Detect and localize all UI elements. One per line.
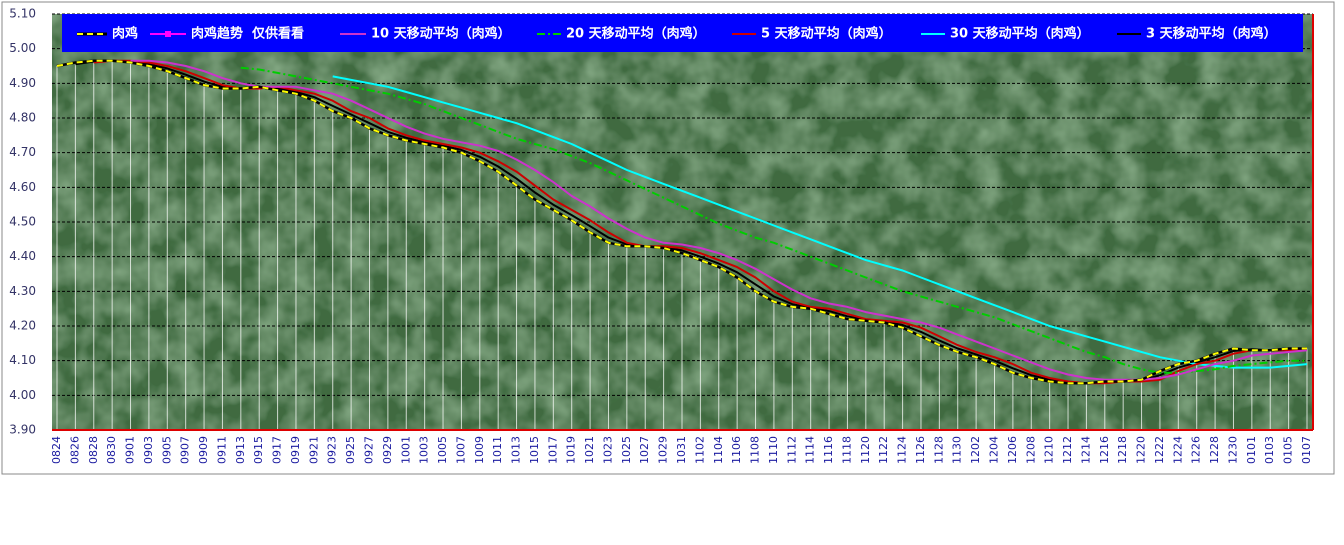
legend-label: 30 天移动平均（肉鸡） — [950, 26, 1090, 42]
x-tick-label: 1202 — [969, 436, 982, 464]
y-tick-label: 4.60 — [9, 180, 36, 194]
x-tick-label: 1218 — [1116, 436, 1129, 464]
x-tick-label: 1001 — [399, 436, 412, 464]
legend-label: 肉鸡 — [112, 26, 138, 42]
x-tick-label: 1112 — [785, 436, 798, 464]
x-tick-label: 0826 — [68, 436, 81, 464]
y-tick-label: 4.40 — [9, 249, 36, 263]
x-tick-label: 1005 — [436, 436, 449, 464]
x-tick-label: 1120 — [859, 436, 872, 464]
x-tick-label: 0913 — [234, 436, 247, 464]
x-tick-label: 1128 — [932, 436, 945, 464]
x-tick-label: 0929 — [381, 436, 394, 464]
x-tick-label: 1228 — [1208, 436, 1221, 464]
x-tick-label: 1226 — [1190, 436, 1203, 464]
legend-label: 10 天移动平均（肉鸡） — [371, 26, 511, 42]
x-tick-label: 0915 — [252, 436, 265, 464]
x-tick-label: 1130 — [951, 436, 964, 464]
series-line — [240, 66, 1307, 374]
x-tick-label: 0917 — [271, 436, 284, 464]
x-tick-label: 0919 — [289, 436, 302, 464]
x-tick-label: 1031 — [675, 436, 688, 464]
x-tick-label: 0925 — [344, 436, 357, 464]
x-tick-label: 0927 — [363, 436, 376, 464]
x-tick-label: 0107 — [1300, 436, 1313, 464]
x-tick-label: 0101 — [1245, 436, 1258, 464]
x-tick-label: 0901 — [124, 436, 137, 464]
x-tick-label: 0921 — [307, 436, 320, 464]
x-tick-label: 0911 — [215, 436, 228, 464]
x-tick-label: 0828 — [87, 436, 100, 464]
x-tick-label: 1025 — [620, 436, 633, 464]
x-tick-label: 1108 — [749, 436, 762, 464]
y-tick-label: 4.30 — [9, 284, 36, 298]
x-tick-label: 1013 — [510, 436, 523, 464]
x-tick-label: 1208 — [1024, 436, 1037, 464]
x-tick-label: 1118 — [840, 436, 853, 464]
x-tick-label: 1110 — [767, 436, 780, 464]
x-tick-label: 1011 — [491, 436, 504, 464]
x-tick-label: 1102 — [693, 436, 706, 464]
x-tick-label: 1023 — [601, 436, 614, 464]
x-tick-label: 0909 — [197, 436, 210, 464]
y-tick-label: 4.20 — [9, 319, 36, 333]
x-tick-label: 1019 — [565, 436, 578, 464]
x-tick-label: 1230 — [1226, 436, 1239, 464]
x-tick-label: 0105 — [1282, 436, 1295, 464]
y-tick-label: 5.00 — [9, 41, 36, 55]
y-tick-label: 4.80 — [9, 111, 36, 125]
x-tick-label: 0903 — [142, 436, 155, 464]
series-line — [130, 59, 1308, 381]
x-tick-label: 0923 — [326, 436, 339, 464]
x-tick-label: 1206 — [1006, 436, 1019, 464]
x-tick-label: 1106 — [730, 436, 743, 464]
legend — [62, 14, 1303, 52]
x-tick-label: 1104 — [712, 436, 725, 464]
series-line — [56, 59, 1307, 385]
x-tick-label: 0907 — [179, 436, 192, 464]
legend-marker — [165, 31, 171, 37]
x-tick-label: 1003 — [418, 436, 431, 464]
x-tick-label: 1224 — [1171, 436, 1184, 464]
y-tick-label: 4.50 — [9, 215, 36, 229]
legend-label: 肉鸡趋势 仅供看看 — [191, 26, 304, 42]
y-tick-label: 4.70 — [9, 145, 36, 159]
x-tick-label: 1204 — [988, 436, 1001, 464]
x-tick-label: 1214 — [1079, 436, 1092, 464]
x-tick-label: 0103 — [1263, 436, 1276, 464]
x-tick-label: 1220 — [1135, 436, 1148, 464]
x-tick-label: 1114 — [804, 436, 817, 464]
x-tick-label: 1124 — [896, 436, 909, 464]
x-tick-label: 0830 — [105, 436, 118, 464]
x-tick-label: 1122 — [877, 436, 890, 464]
x-tick-label: 1222 — [1153, 436, 1166, 464]
x-tick-label: 0824 — [50, 436, 63, 464]
y-tick-label: 4.00 — [9, 388, 36, 402]
x-tick-label: 1015 — [528, 436, 541, 464]
x-tick-label: 1021 — [583, 436, 596, 464]
x-tick-label: 1216 — [1098, 436, 1111, 464]
y-tick-label: 3.90 — [9, 423, 36, 437]
x-tick-label: 1009 — [473, 436, 486, 464]
x-tick-label: 1126 — [914, 436, 927, 464]
x-tick-label: 1017 — [546, 436, 559, 464]
y-tick-label: 4.90 — [9, 76, 36, 90]
series-line — [93, 59, 1308, 385]
x-tick-label: 0905 — [160, 436, 173, 464]
x-tick-label: 1027 — [638, 436, 651, 464]
x-tick-label: 1210 — [1043, 436, 1056, 464]
x-tick-label: 1116 — [822, 436, 835, 464]
series-line — [332, 75, 1308, 369]
legend-label: 20 天移动平均（肉鸡） — [566, 26, 706, 42]
legend-label: 3 天移动平均（肉鸡） — [1146, 26, 1277, 42]
legend-label: 5 天移动平均（肉鸡） — [761, 26, 892, 42]
x-tick-label: 1029 — [657, 436, 670, 464]
y-tick-label: 4.10 — [9, 353, 36, 367]
x-tick-label: 1007 — [454, 436, 467, 464]
x-tick-label: 1212 — [1061, 436, 1074, 464]
y-tick-label: 5.10 — [9, 7, 36, 21]
